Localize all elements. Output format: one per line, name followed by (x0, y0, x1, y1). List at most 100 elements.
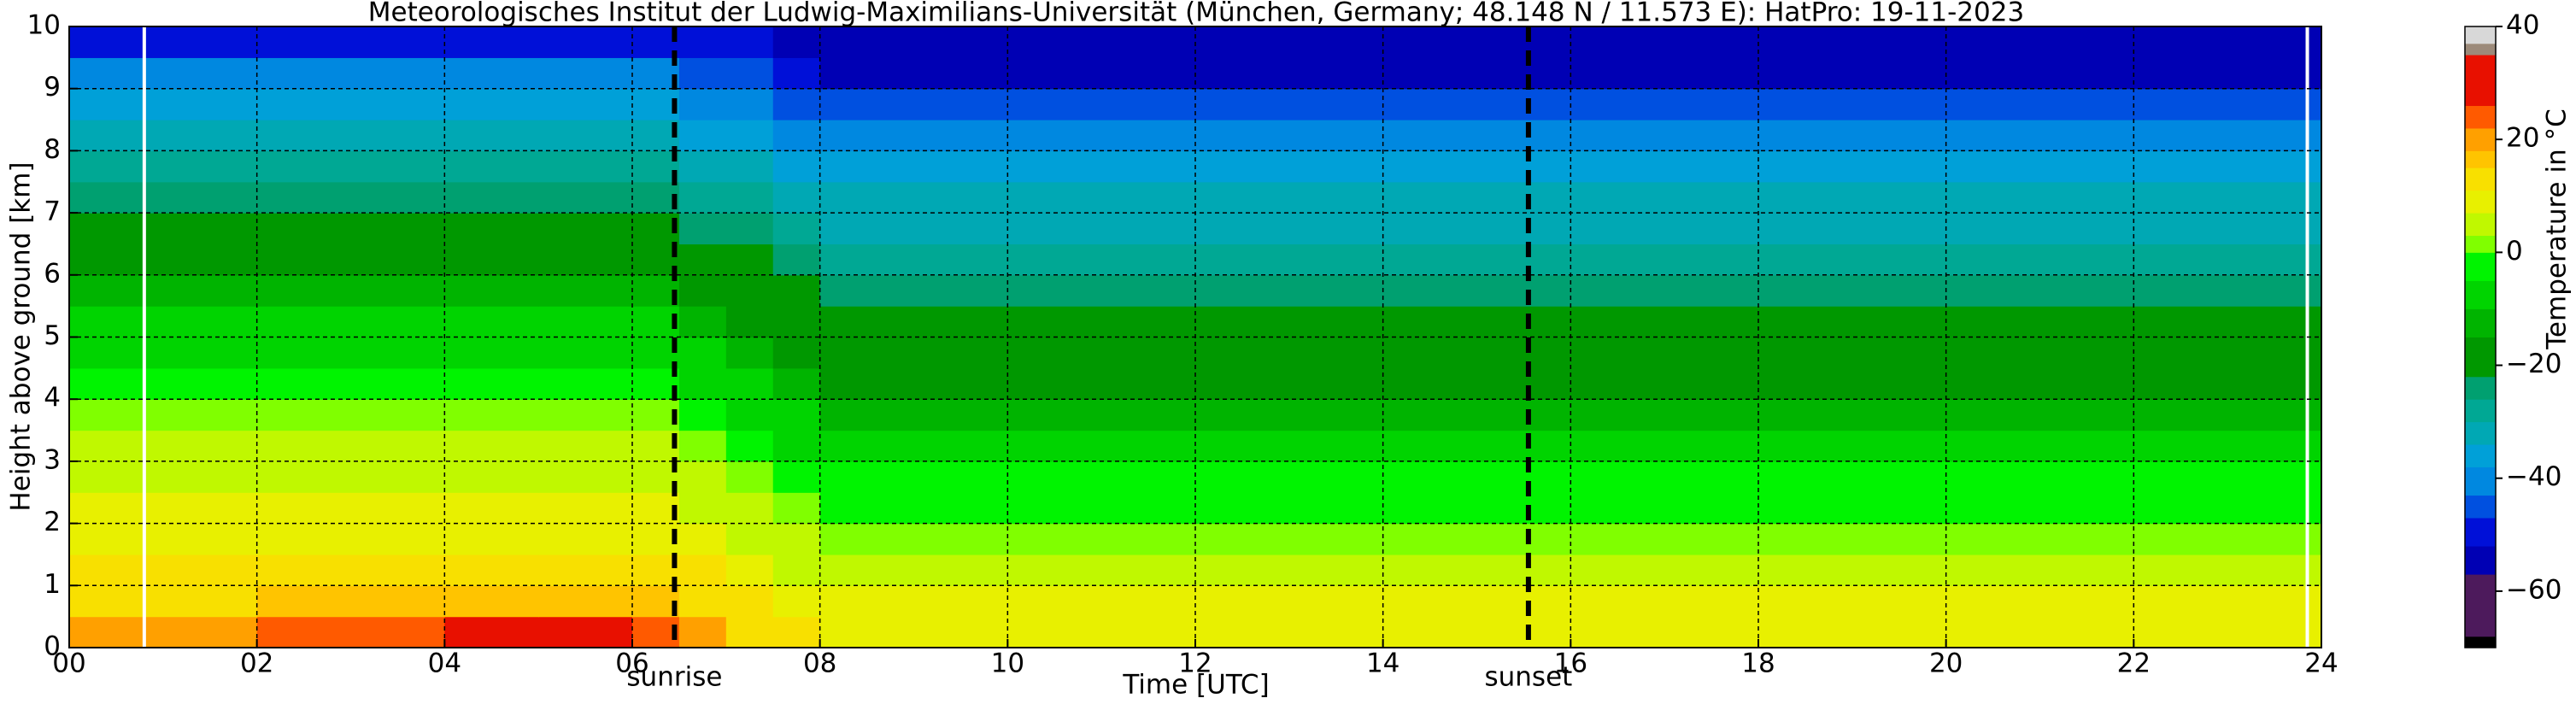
heatmap-cell (725, 306, 774, 338)
heatmap-cell (1570, 461, 1759, 493)
heatmap-cell (1195, 120, 1384, 151)
heatmap-cell (256, 367, 445, 400)
heatmap-cell (2133, 337, 2322, 369)
heatmap-cell (1007, 585, 1196, 618)
heatmap-cell (725, 181, 774, 214)
heatmap-cell (538, 274, 633, 307)
heatmap-cell (69, 88, 258, 120)
heatmap-cell (632, 430, 680, 462)
heatmap-cell (1195, 181, 1384, 214)
heatmap-cell (819, 399, 1008, 431)
heatmap-cell (1945, 337, 2134, 369)
heatmap-cell (1945, 399, 2134, 431)
heatmap-cell (1382, 26, 1571, 58)
heatmap-cell (1382, 150, 1571, 183)
heatmap-cell (772, 150, 821, 183)
heatmap-cell (1382, 337, 1571, 369)
heatmap-cell (444, 430, 539, 462)
colorbar-band (2465, 190, 2496, 214)
heatmap-cell (538, 306, 633, 338)
heatmap-cell (538, 243, 633, 276)
heatmap-cell (1195, 274, 1384, 307)
heatmap-cell (256, 399, 445, 431)
colorbar-band (2465, 26, 2496, 44)
heatmap-cell (1007, 616, 1196, 648)
heatmap-cell (1195, 26, 1384, 58)
y-tick-label: 0 (44, 631, 61, 662)
heatmap-cell (678, 616, 727, 648)
heatmap-cell (69, 399, 258, 431)
heatmap-cell (678, 150, 727, 183)
heatmap-cell (1382, 57, 1571, 90)
colorbar-band (2465, 127, 2496, 151)
heatmap-cell (538, 57, 633, 90)
heatmap-cell (772, 523, 821, 555)
heatmap-cell (632, 367, 680, 400)
heatmap-cell (632, 213, 680, 245)
sun-label: sunset (1484, 662, 1572, 693)
heatmap-cell (538, 150, 633, 183)
heatmap-cell (2133, 150, 2322, 183)
heatmap-cell (1382, 523, 1571, 555)
heatmap-cell (632, 181, 680, 214)
heatmap-cell (256, 585, 445, 618)
heatmap-cell (1007, 243, 1196, 276)
heatmap-cell (2133, 57, 2322, 90)
heatmap-cell (1007, 57, 1196, 90)
heatmap-cell (819, 585, 1008, 618)
heatmap-cell (256, 461, 445, 493)
heatmap-cell (678, 213, 727, 245)
heatmap-cell (2133, 585, 2322, 618)
heatmap-cell (1758, 430, 1947, 462)
heatmap-cell (1382, 181, 1571, 214)
y-tick-label: 9 (44, 72, 61, 103)
heatmap-cell (2133, 26, 2322, 58)
heatmap-cell (69, 492, 258, 525)
heatmap-cell (444, 523, 539, 555)
heatmap-cell (1382, 367, 1571, 400)
heatmap-cell (538, 585, 633, 618)
heatmap-cell (1382, 243, 1571, 276)
colorbar-band (2465, 105, 2496, 129)
x-tick-label: 12 (1178, 648, 1212, 679)
heatmap-cell (632, 337, 680, 369)
y-tick-label: 5 (44, 320, 61, 351)
heatmap-cell (632, 523, 680, 555)
heatmap-cell (69, 243, 258, 276)
heatmap-cell (1195, 585, 1384, 618)
heatmap-cell (1195, 306, 1384, 338)
colorbar-band (2465, 574, 2496, 637)
heatmap-cell (1570, 26, 1759, 58)
heatmap-cell (1007, 26, 1196, 58)
heatmap-cell (725, 616, 774, 648)
heatmap-cell (256, 306, 445, 338)
heatmap-cell (1570, 88, 1759, 120)
heatmap-cell (1945, 430, 2134, 462)
x-tick-label: 08 (803, 648, 836, 679)
heatmap-cell (632, 57, 680, 90)
chart-title: Meteorologisches Institut der Ludwig-Max… (368, 0, 2024, 28)
heatmap-cell (256, 274, 445, 307)
heatmap-cell (1570, 492, 1759, 525)
heatmap-cell (1945, 492, 2134, 525)
heatmap-cell (1382, 616, 1571, 648)
heatmap-cell (2133, 523, 2322, 555)
heatmap-cell (538, 430, 633, 462)
heatmap-cell (1007, 367, 1196, 400)
heatmap-cell (1945, 120, 2134, 151)
heatmap-cell (256, 492, 445, 525)
heatmap-cell (772, 243, 821, 276)
heatmap-cell (2133, 367, 2322, 400)
colorbar-band (2465, 280, 2496, 309)
heatmap-cell (725, 461, 774, 493)
heatmap-cell (1195, 88, 1384, 120)
heatmap-cell (69, 554, 258, 586)
heatmap-cell (678, 367, 727, 400)
x-tick-label: 00 (52, 648, 85, 679)
heatmap-cell (725, 554, 774, 586)
heatmap-cell (1570, 120, 1759, 151)
heatmap-cell (725, 213, 774, 245)
heatmap-cell (1945, 616, 2134, 648)
heatmap-cell (819, 243, 1008, 276)
heatmap-cell (1007, 120, 1196, 151)
